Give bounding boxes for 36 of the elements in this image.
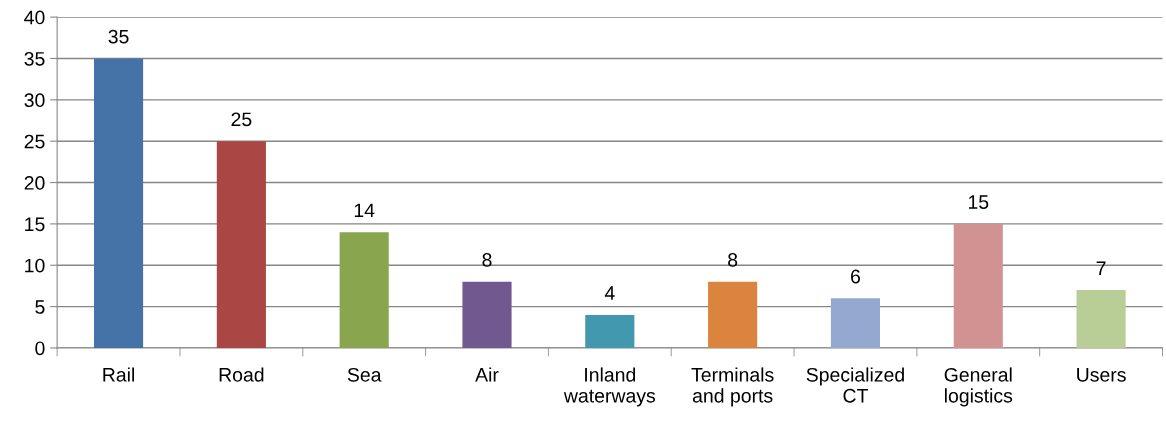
bar (953, 223, 1003, 348)
data-label: 6 (851, 269, 861, 284)
y-tick-label: 20 (24, 176, 45, 190)
bar (830, 298, 881, 348)
x-tick-label: Rail (103, 367, 134, 382)
data-label: 8 (728, 253, 738, 267)
x-tick-label: Air (475, 367, 499, 382)
x-tick-label: Terminals and ports (691, 367, 774, 407)
x-tick-label: Users (1077, 368, 1126, 382)
y-tick-label: 15 (25, 217, 45, 232)
data-label: 4 (604, 286, 615, 300)
y-tick-label: 10 (25, 258, 45, 273)
data-label: 35 (108, 29, 129, 44)
x-tick-label: Inland waterways (563, 367, 656, 407)
y-tick-label: 25 (24, 134, 45, 149)
data-label: 14 (354, 203, 375, 218)
y-tick-label: 0 (35, 341, 45, 356)
bar (585, 314, 635, 348)
y-tick-label: 35 (24, 51, 45, 66)
y-tick-label: 30 (24, 93, 45, 108)
x-tick-label: General logistics (944, 367, 1013, 407)
data-label: 25 (231, 112, 252, 127)
bar (462, 281, 512, 348)
bar (1076, 290, 1126, 348)
y-tick-label: 40 (24, 10, 45, 25)
data-label: 8 (482, 253, 492, 267)
data-label: 15 (968, 195, 989, 209)
y-tick-label: 5 (35, 300, 45, 314)
x-tick-label: Specialized CT (806, 367, 904, 403)
bar (339, 232, 389, 348)
data-label: 7 (1096, 261, 1106, 275)
bar (93, 58, 144, 348)
bar (708, 281, 758, 348)
x-tick-label: Sea (347, 367, 382, 382)
bar (216, 141, 266, 348)
x-tick-label: Road (219, 367, 264, 382)
